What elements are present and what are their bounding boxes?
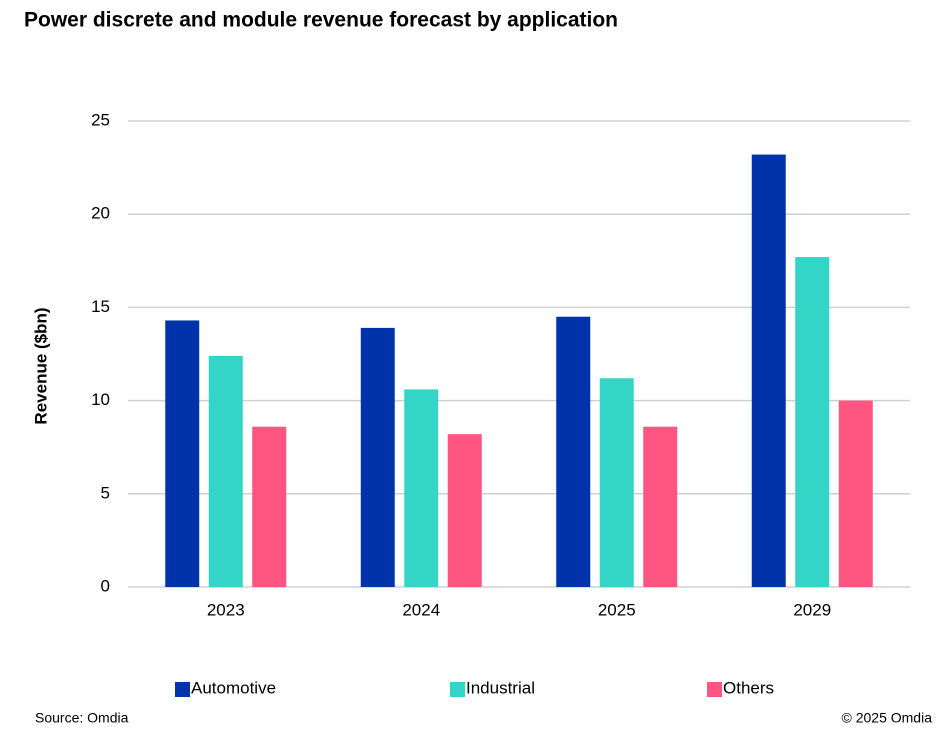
x-tick-label: 2023 bbox=[207, 600, 245, 619]
bar bbox=[643, 426, 678, 587]
legend-swatch bbox=[707, 682, 722, 697]
bar bbox=[751, 154, 786, 587]
source: Source: Omdia bbox=[35, 710, 129, 726]
y-axis-label: Revenue ($bn) bbox=[31, 307, 50, 424]
bar bbox=[165, 320, 200, 587]
bar bbox=[838, 400, 873, 587]
bar bbox=[599, 378, 634, 587]
copyright: © 2025 Omdia bbox=[842, 710, 933, 726]
bar bbox=[208, 355, 243, 587]
bar bbox=[556, 316, 591, 587]
y-tick-label: 0 bbox=[101, 576, 110, 595]
bar bbox=[404, 389, 439, 587]
y-tick-label: 20 bbox=[91, 204, 110, 223]
bar bbox=[360, 327, 395, 587]
bar bbox=[795, 257, 830, 587]
y-tick-label: 10 bbox=[91, 390, 110, 409]
legend-label: Industrial bbox=[466, 678, 535, 697]
chart-title: Power discrete and module revenue foreca… bbox=[24, 9, 618, 32]
legend-swatch bbox=[450, 682, 465, 697]
legend-label: Automotive bbox=[191, 678, 276, 697]
legend-label: Others bbox=[723, 678, 774, 697]
x-tick-label: 2025 bbox=[598, 600, 636, 619]
x-tick-label: 2024 bbox=[402, 600, 440, 619]
y-tick-label: 25 bbox=[91, 110, 110, 129]
bar bbox=[252, 426, 287, 587]
y-tick-label: 5 bbox=[101, 483, 110, 502]
y-tick-label: 15 bbox=[91, 297, 110, 316]
bar bbox=[447, 434, 482, 587]
x-tick-label: 2029 bbox=[793, 600, 831, 619]
legend-swatch bbox=[175, 682, 190, 697]
